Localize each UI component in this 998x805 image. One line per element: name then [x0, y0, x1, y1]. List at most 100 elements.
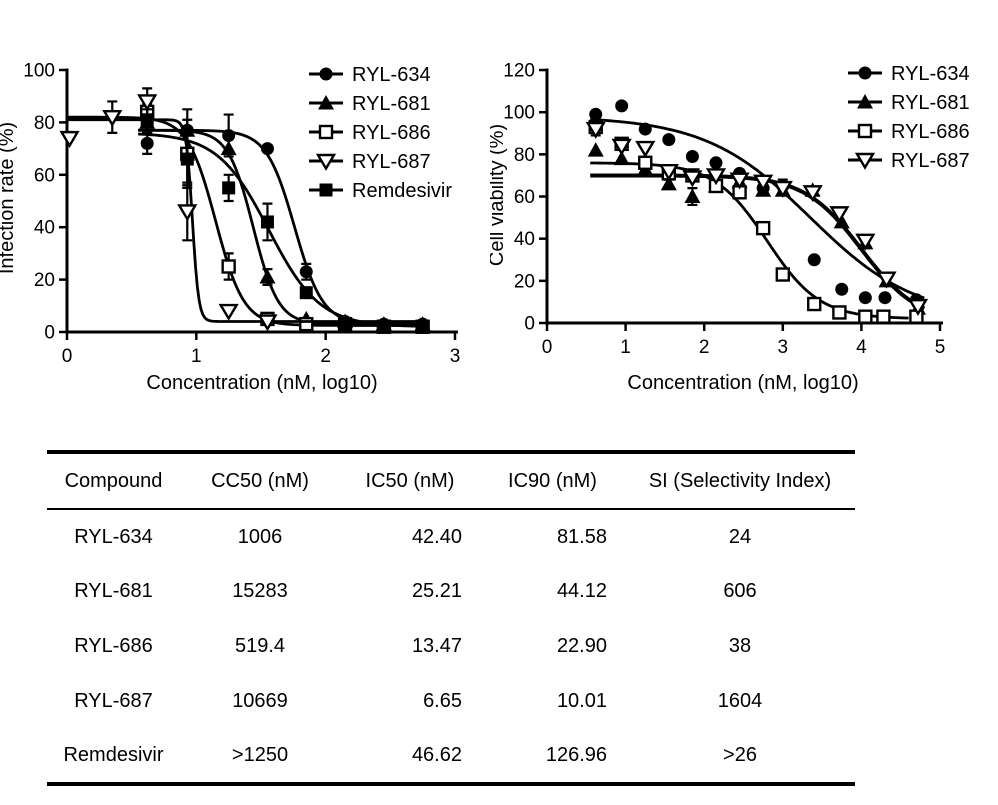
svg-text:100: 100 — [23, 61, 55, 82]
triangle-down-open-marker — [682, 170, 703, 188]
tick-labels: 0 20 40 60 80 100 120 0 1 2 3 4 5 — [503, 61, 945, 358]
triangle-filled-marker — [857, 94, 873, 109]
triangle-filled-marker — [660, 175, 677, 191]
column-header-2: CC50 (nM) — [211, 469, 309, 492]
svg-text:5: 5 — [935, 337, 946, 358]
circle-filled-marker — [709, 156, 723, 170]
table-row: RYL-681 15283 25.21 44.12 606 — [47, 564, 855, 619]
svg-text:40: 40 — [514, 229, 535, 250]
svg-text:20: 20 — [34, 270, 55, 291]
x-axis-title: Concentration (nM, log10) — [627, 372, 858, 394]
circle-filled-marker — [140, 136, 154, 150]
value-cell: 22.90 — [556, 635, 607, 657]
svg-text:3: 3 — [778, 337, 789, 358]
tick-marks — [539, 68, 942, 331]
value-cell: 81.58 — [556, 525, 607, 548]
legend-item-RYL-634: RYL-634 — [309, 64, 431, 86]
square-open-marker — [221, 259, 236, 274]
square-filled-marker — [319, 183, 333, 197]
legend-item-RYL-687: RYL-687 — [309, 151, 431, 173]
triangle-down-open-marker — [102, 109, 123, 128]
square-filled-marker — [260, 215, 274, 229]
circle-filled-marker — [319, 67, 333, 81]
compound-cell: Remdesivir — [63, 744, 164, 766]
svg-text:2: 2 — [699, 337, 710, 358]
square-open-marker — [807, 296, 822, 312]
square-open-marker — [299, 316, 314, 332]
value-cell: 15283 — [232, 580, 288, 602]
circle-filled-marker — [858, 66, 872, 80]
circle-filled-marker — [807, 253, 821, 267]
legend-label: RYL-681 — [352, 93, 431, 115]
triangle-down-open-marker — [611, 138, 632, 156]
value-cell: 6.65 — [423, 690, 462, 712]
triangle-down-open-marker — [218, 303, 239, 321]
circle-filled-marker — [662, 133, 676, 147]
header-row: Compound CC50 (nM) IC50 (nM) IC90 (nM) SI (S… — [47, 452, 855, 509]
triangle-down-open-marker — [59, 130, 80, 148]
triangle-down-open-marker — [876, 271, 897, 289]
square-filled-marker — [377, 320, 391, 334]
triangle-down-open-marker — [315, 153, 337, 171]
infection-rate-chart: 0 20 40 60 80 100 0 1 2 3 Concentration (nM, log10… — [0, 40, 480, 410]
table-row: RYL-686 519.4 13.47 22.90 38 — [47, 619, 855, 674]
svg-text:100: 100 — [503, 103, 535, 124]
compound-cell: RYL-681 — [74, 580, 153, 602]
legend-label: RYL-634 — [891, 63, 970, 85]
square-open-marker — [858, 309, 873, 324]
triangle-filled-marker — [587, 142, 604, 157]
triangle-filled-marker — [220, 140, 237, 156]
legend-label: RYL-634 — [352, 64, 431, 86]
circle-filled-marker — [858, 291, 872, 305]
tick-marks — [59, 68, 457, 340]
circle-filled-marker — [299, 265, 313, 279]
series-RYL-687 — [585, 121, 929, 316]
triangle-filled-marker — [833, 213, 850, 229]
circle-filled-marker — [685, 149, 699, 163]
svg-text:120: 120 — [503, 61, 535, 82]
value-cell: 10669 — [232, 690, 288, 712]
legend-item-RYL-681: RYL-681 — [848, 92, 970, 114]
value-cell: 38 — [728, 635, 752, 657]
svg-text:0: 0 — [542, 337, 553, 358]
legend-item-RYL-686: RYL-686 — [309, 122, 431, 144]
svg-text:80: 80 — [34, 113, 55, 134]
series-RYL-687 — [59, 87, 430, 332]
value-cell: 10.01 — [556, 690, 607, 712]
svg-text:60: 60 — [34, 165, 55, 186]
table-row: RYL-634 1006 42.40 81.58 24 — [47, 509, 855, 564]
fit-curve — [67, 118, 430, 323]
triangle-down-open-marker — [753, 174, 774, 192]
triangle-filled-marker — [684, 188, 701, 204]
y-axis-title: Cell viability (%) — [490, 124, 508, 266]
svg-text:80: 80 — [514, 145, 535, 166]
square-filled-marker — [140, 113, 154, 127]
compound-cell: RYL-686 — [74, 635, 153, 657]
svg-text:1: 1 — [620, 337, 631, 358]
triangle-down-open-marker — [137, 94, 158, 112]
value-cell: 519.4 — [234, 635, 286, 657]
value-cell: 46.62 — [411, 744, 462, 766]
circle-filled-marker — [260, 142, 274, 156]
legend-item-RYL-681: RYL-681 — [309, 93, 431, 115]
circle-filled-marker — [878, 291, 892, 305]
column-header-5: SI (Selectivity Index) — [648, 469, 832, 492]
tick-labels: 0 20 40 60 80 100 0 1 2 3 — [23, 61, 460, 368]
series-Remdesivir — [138, 108, 430, 334]
legend-item-RYL-634: RYL-634 — [848, 63, 970, 85]
triangle-down-open-marker — [855, 233, 876, 251]
square-filled-marker — [222, 181, 236, 195]
legend-item-RYL-686: RYL-686 — [848, 121, 970, 143]
square-filled-marker — [180, 152, 194, 166]
svg-text:3: 3 — [450, 346, 461, 367]
svg-text:20: 20 — [514, 271, 535, 292]
circle-filled-marker — [835, 282, 849, 296]
square-filled-marker — [338, 317, 352, 331]
column-header-3: IC50 (nM) — [365, 469, 455, 492]
triangle-down-open-marker — [772, 180, 793, 198]
value-cell: 24 — [728, 525, 752, 548]
svg-text:60: 60 — [514, 187, 535, 208]
circle-filled-marker — [615, 99, 629, 113]
square-open-marker — [638, 155, 653, 170]
